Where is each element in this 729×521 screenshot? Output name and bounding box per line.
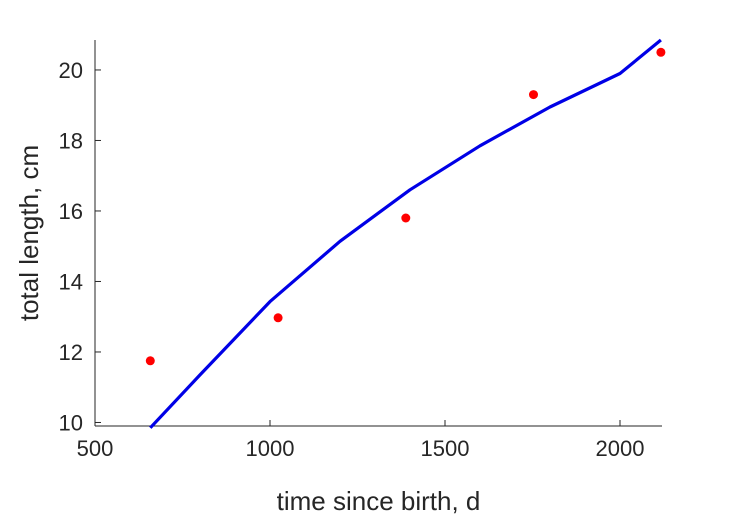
data-point <box>145 356 155 366</box>
series-layer <box>145 38 666 429</box>
y-tick-label: 20 <box>59 58 83 83</box>
x-tick-label: 1000 <box>246 436 295 461</box>
x-tick-label: 500 <box>77 436 114 461</box>
data-point <box>529 90 538 100</box>
plot-area: 500 1000 1500 2000 10 12 14 16 18 20 <box>59 38 666 461</box>
x-tick-label: 1500 <box>421 436 470 461</box>
y-tick-label: 10 <box>59 410 83 435</box>
data-point <box>401 213 411 223</box>
y-tick-label: 12 <box>59 340 83 365</box>
y-axis-label: total length, cm <box>14 145 44 321</box>
y-tick-label: 14 <box>59 269 83 294</box>
data-point <box>656 47 666 57</box>
x-axis-label: time since birth, d <box>277 486 481 516</box>
y-tick-label: 16 <box>59 199 83 224</box>
fit-curve <box>149 38 662 429</box>
y-ticks: 10 12 14 16 18 20 <box>59 58 101 435</box>
x-ticks: 500 1000 1500 2000 <box>77 420 645 461</box>
data-point <box>273 313 283 323</box>
y-tick-label: 18 <box>59 128 83 153</box>
x-tick-label: 2000 <box>596 436 645 461</box>
